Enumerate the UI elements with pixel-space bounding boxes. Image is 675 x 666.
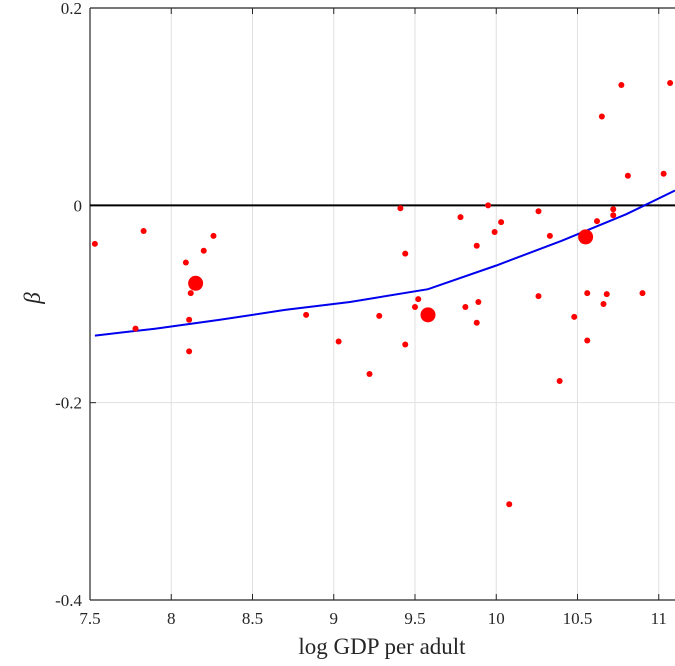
data-point	[667, 79, 674, 86]
data-point	[639, 290, 646, 297]
data-point	[491, 228, 498, 235]
y-tick-label: 0	[74, 196, 83, 215]
data-point-large	[188, 275, 204, 291]
x-tick-label: 9.5	[404, 609, 425, 628]
x-axis-title: log GDP per adult	[298, 634, 466, 659]
data-point	[366, 371, 373, 378]
data-point	[473, 242, 480, 249]
data-point	[376, 312, 383, 319]
data-point	[462, 303, 469, 310]
data-point	[603, 291, 610, 298]
data-point	[335, 338, 342, 345]
y-axis-title: β	[20, 292, 45, 305]
fit-line-group	[94, 189, 675, 337]
x-tick-label: 9	[330, 609, 339, 628]
x-tick-label: 11	[651, 609, 667, 628]
data-point	[546, 232, 553, 239]
y-tick-label: 0.2	[61, 0, 82, 18]
data-point	[187, 290, 194, 297]
data-point	[140, 227, 147, 234]
y-tick-label: -0.4	[55, 591, 82, 610]
data-point	[506, 501, 513, 508]
data-point	[618, 81, 625, 88]
x-tick-label: 10	[488, 609, 505, 628]
data-point	[571, 313, 578, 320]
data-point	[535, 208, 542, 215]
data-point	[91, 240, 98, 247]
data-point	[624, 172, 631, 179]
data-point	[610, 212, 617, 219]
data-point	[200, 247, 207, 254]
data-point	[210, 232, 217, 239]
data-point	[535, 293, 542, 300]
x-tick-label: 10.5	[563, 609, 593, 628]
plot-area	[90, 8, 675, 600]
data-point	[402, 341, 409, 348]
data-point	[415, 296, 422, 303]
data-point	[556, 377, 563, 384]
data-point	[594, 218, 600, 225]
data-point	[598, 113, 605, 120]
data-point	[600, 301, 607, 307]
data-point	[412, 303, 418, 310]
data-point	[584, 337, 591, 344]
data-point	[457, 214, 464, 221]
y-tick-labels: -0.4 -0.2 0 0.2	[55, 0, 82, 610]
data-point	[475, 299, 482, 306]
data-point-large	[578, 229, 594, 245]
axis-ticks	[89, 7, 660, 601]
data-point	[584, 290, 591, 297]
data-point	[473, 319, 480, 326]
data-point	[303, 311, 310, 318]
data-point	[610, 206, 617, 213]
fit-line	[94, 189, 675, 337]
data-point	[498, 219, 505, 226]
data-point	[132, 325, 139, 332]
data-point	[485, 202, 492, 209]
data-point	[182, 259, 189, 266]
x-tick-labels: 7.5 8 8.5 9 9.5 10 10.5 11	[79, 609, 667, 628]
y-tick-label: -0.2	[55, 394, 82, 413]
x-tick-label: 8	[167, 609, 176, 628]
data-point	[186, 316, 193, 323]
x-tick-label: 7.5	[79, 609, 100, 628]
x-tick-label: 8.5	[242, 609, 263, 628]
data-point	[397, 205, 404, 212]
data-point-large	[420, 307, 436, 323]
data-point	[186, 348, 193, 355]
data-point	[660, 170, 667, 177]
data-point	[402, 250, 409, 257]
data-points	[91, 79, 674, 508]
